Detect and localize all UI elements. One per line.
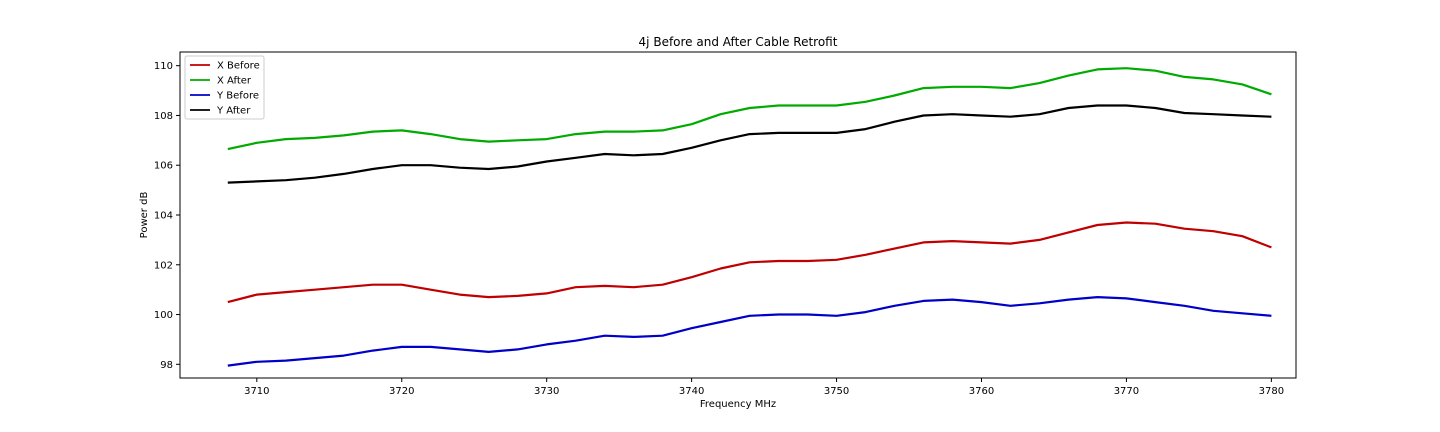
x-axis-label: Frequency MHz <box>700 399 776 410</box>
x-tick-label: 3720 <box>389 386 414 397</box>
series-line-2 <box>227 67 1272 151</box>
x-axis: 3710 3720 3730 3740 3750 3760 3770 3780 <box>244 378 1284 397</box>
y-tick-label: 110 <box>154 61 173 72</box>
y-tick-label: 106 <box>154 161 173 172</box>
chart-title: 4j Before and After Cable Retrofit <box>639 35 838 49</box>
y-tick-label: 108 <box>154 111 173 122</box>
legend-box <box>184 55 265 120</box>
legend-label-1: X Before <box>217 61 260 72</box>
x-tick-label: 3750 <box>824 386 849 397</box>
x-tick-label: 3710 <box>244 386 269 397</box>
x-tick-label: 3730 <box>534 386 559 397</box>
x-tick-label: 3770 <box>1114 386 1139 397</box>
series-line-1 <box>227 221 1272 304</box>
series-line-4 <box>227 104 1272 184</box>
x-tick-label: 3760 <box>969 386 994 397</box>
y-tick-label: 100 <box>154 310 173 321</box>
series-line-3 <box>227 296 1272 367</box>
x-tick-label: 3740 <box>679 386 704 397</box>
legend-label-4: Y After <box>216 106 251 117</box>
y-tick-label: 98 <box>160 360 173 371</box>
legend-label-3: Y Before <box>216 91 259 102</box>
y-tick-label: 104 <box>154 211 173 222</box>
y-axis: 98 100 102 104 106 108 110 <box>154 61 180 371</box>
plot-lines <box>227 67 1272 367</box>
legend: X Before X After Y Before Y After <box>184 55 265 120</box>
y-axis-label: Power dB <box>139 192 150 239</box>
y-tick-label: 102 <box>154 260 173 271</box>
legend-label-2: X After <box>217 76 252 87</box>
x-tick-label: 3780 <box>1259 386 1284 397</box>
